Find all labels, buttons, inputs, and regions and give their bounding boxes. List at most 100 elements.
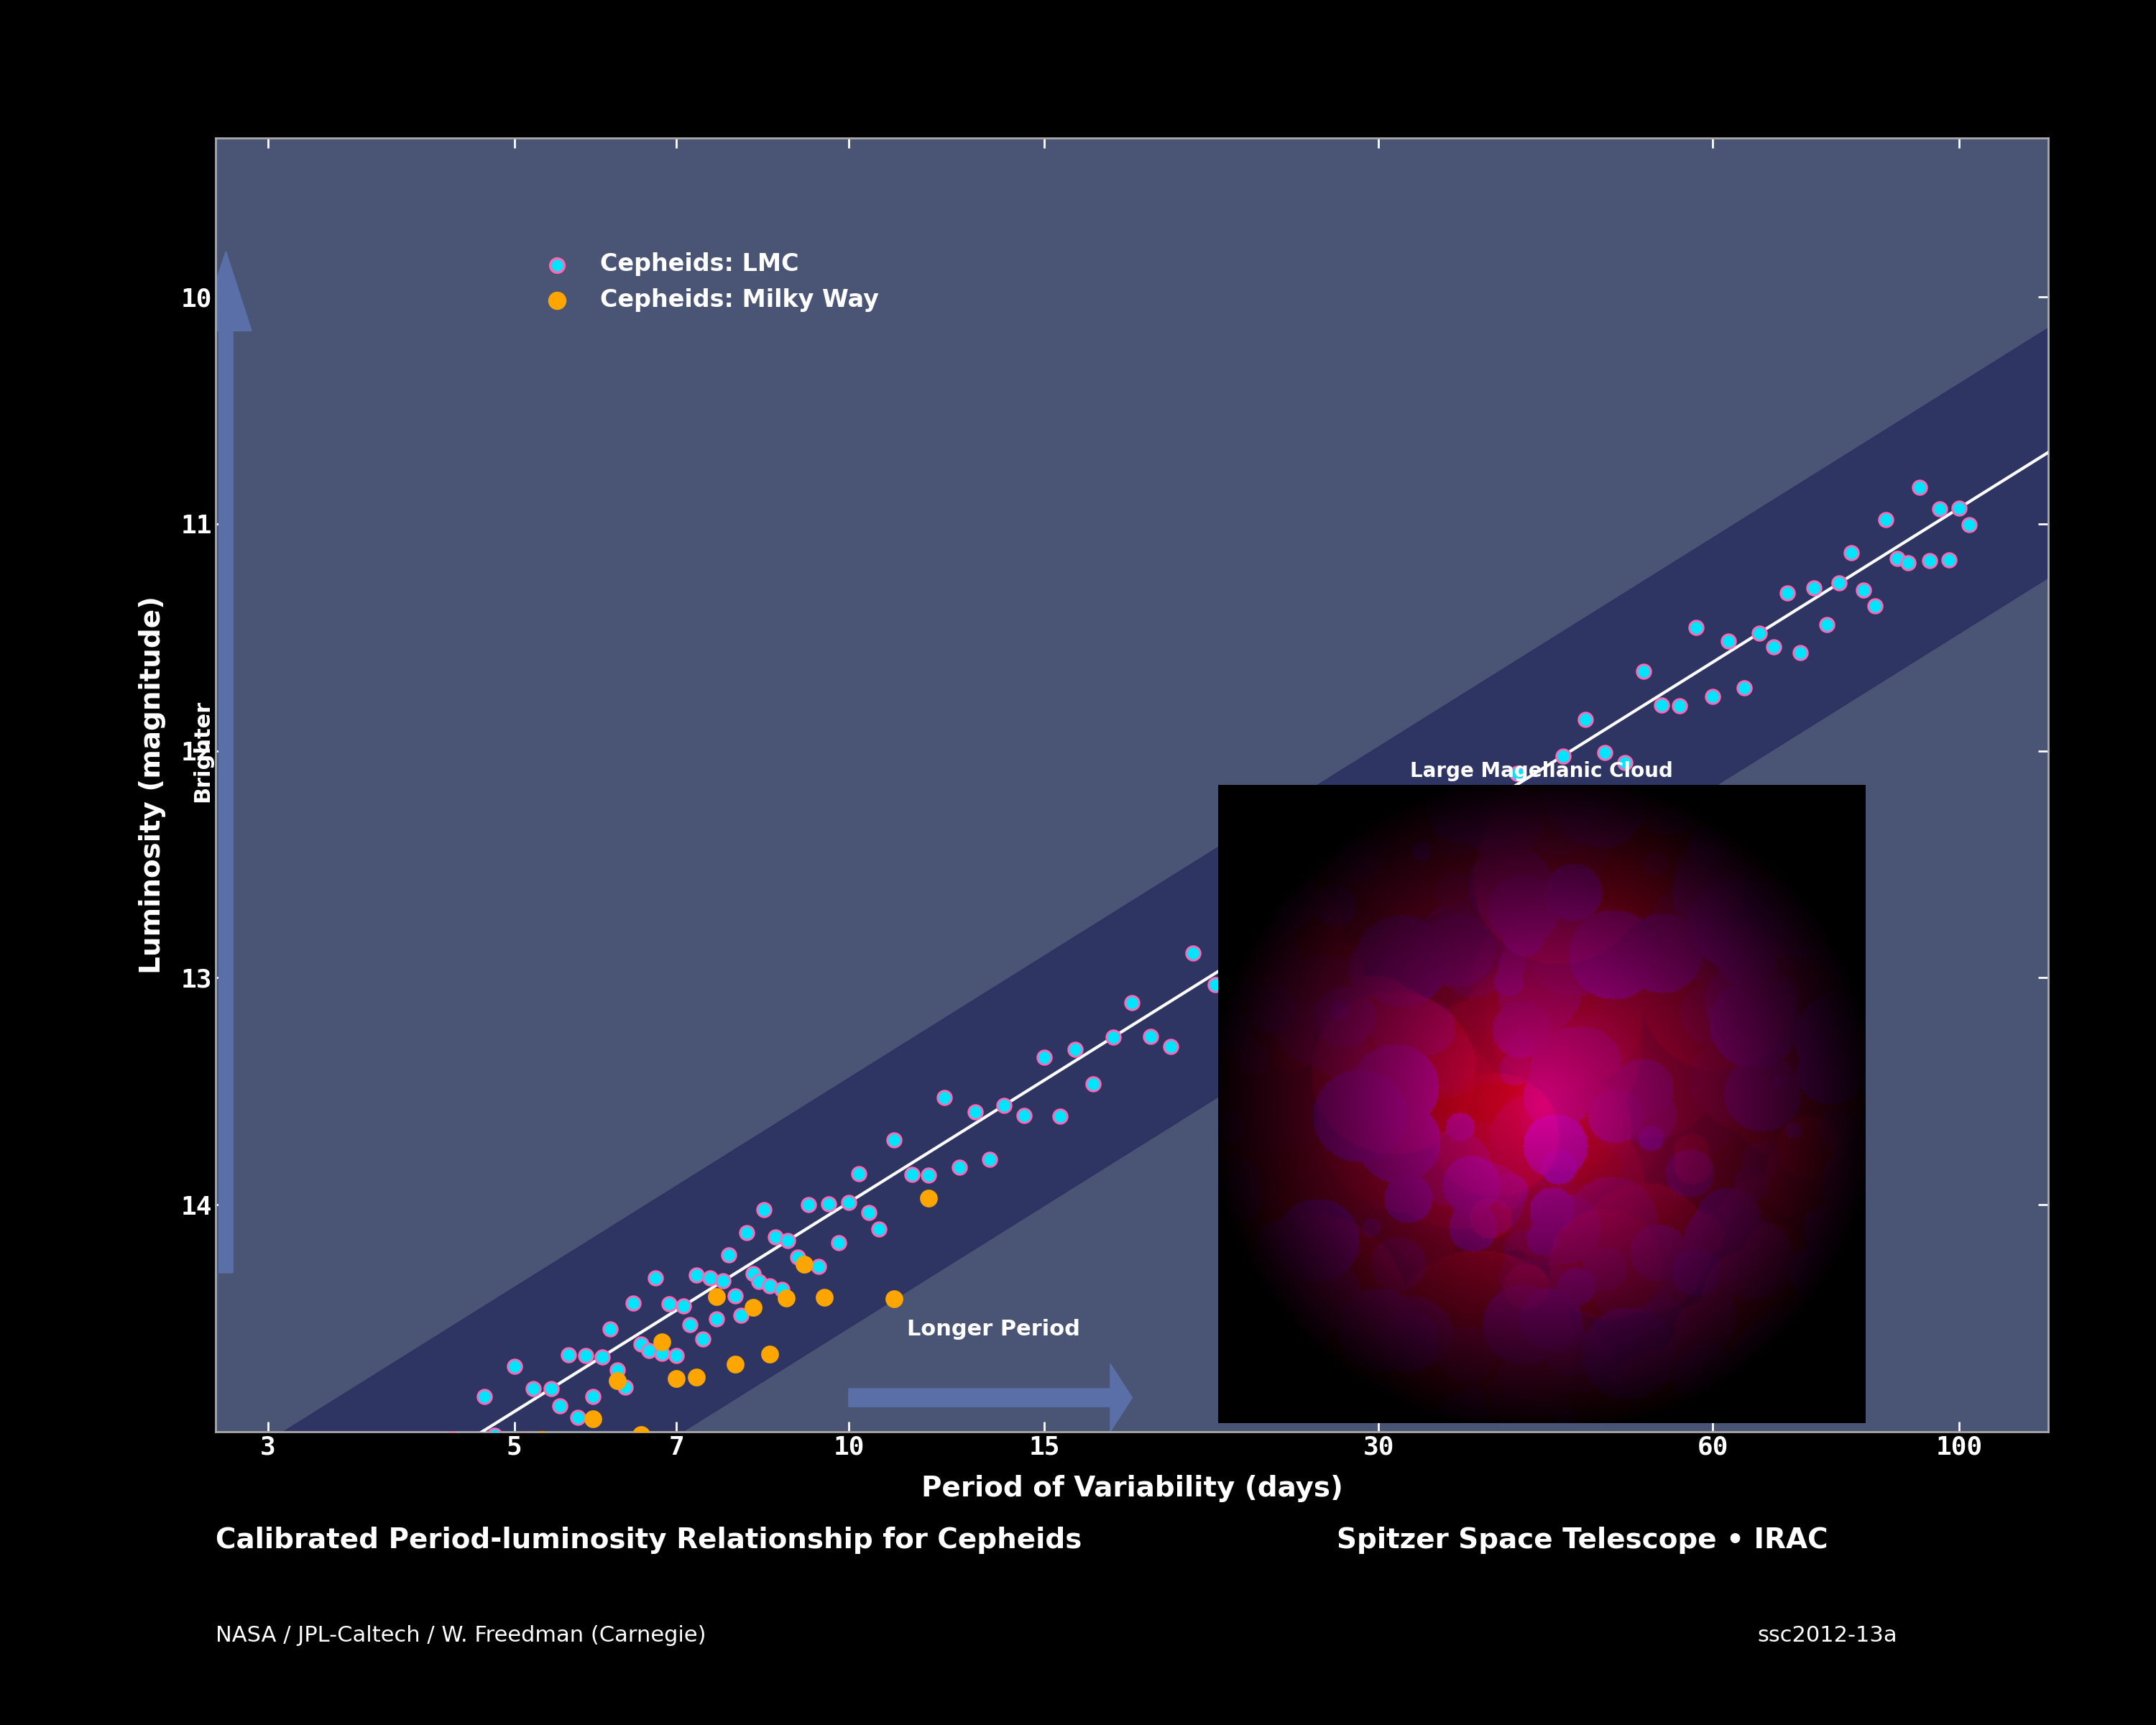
Cepheids: LMC: (54, 11.8): LMC: (54, 11.8) bbox=[1645, 692, 1680, 719]
Cepheids: LMC: (5.5, 14.9): LMC: (5.5, 14.9) bbox=[543, 1392, 578, 1420]
Cepheids: LMC: (6, 14.7): LMC: (6, 14.7) bbox=[584, 1342, 619, 1370]
Cepheids: LMC: (5.3, 15): LMC: (5.3, 15) bbox=[524, 1427, 558, 1454]
Cepheids: Milky Way: (7.91, 14.7): Milky Way: (7.91, 14.7) bbox=[718, 1351, 752, 1378]
Cepheids: LMC: (38, 12.4): LMC: (38, 12.4) bbox=[1475, 831, 1509, 859]
Cepheids: LMC: (11.4, 13.9): LMC: (11.4, 13.9) bbox=[895, 1161, 929, 1189]
Cepheids: LMC: (3.6, 15.6): LMC: (3.6, 15.6) bbox=[338, 1554, 373, 1582]
Cepheids: LMC: (22.5, 13): LMC: (22.5, 13) bbox=[1222, 968, 1257, 995]
Cepheids: LMC: (7.1, 14.4): LMC: (7.1, 14.4) bbox=[666, 1292, 701, 1320]
Cepheids: Milky Way: (3.4, 15.6): Milky Way: (3.4, 15.6) bbox=[310, 1559, 345, 1587]
Cepheids: LMC: (8, 14.5): LMC: (8, 14.5) bbox=[724, 1301, 759, 1328]
Cepheids: LMC: (8.49, 14.4): LMC: (8.49, 14.4) bbox=[752, 1271, 787, 1299]
Cepheids: LMC: (9.79, 14.2): LMC: (9.79, 14.2) bbox=[821, 1228, 856, 1256]
Cepheids: LMC: (6.3, 14.8): LMC: (6.3, 14.8) bbox=[608, 1373, 642, 1401]
Cepheids: Milky Way: (8.49, 14.7): Milky Way: (8.49, 14.7) bbox=[752, 1340, 787, 1368]
Cepheids: LMC: (57.9, 11.5): LMC: (57.9, 11.5) bbox=[1680, 614, 1714, 642]
Cepheids: LMC: (3.2, 15.5): LMC: (3.2, 15.5) bbox=[282, 1521, 317, 1549]
Cepheids: LMC: (10.4, 14): LMC: (10.4, 14) bbox=[852, 1199, 886, 1226]
Cepheids: LMC: (4.3, 15.3): LMC: (4.3, 15.3) bbox=[425, 1478, 459, 1506]
Cepheids: LMC: (18, 13.1): LMC: (18, 13.1) bbox=[1115, 988, 1149, 1016]
Cepheids: Milky Way: (6.5, 15): Milky Way: (6.5, 15) bbox=[623, 1421, 658, 1449]
Cepheids: LMC: (16.6, 13.5): LMC: (16.6, 13.5) bbox=[1076, 1070, 1110, 1097]
Cepheids: LMC: (9.4, 14.3): LMC: (9.4, 14.3) bbox=[802, 1252, 837, 1280]
Cepheids: LMC: (6.89, 14.4): LMC: (6.89, 14.4) bbox=[651, 1290, 686, 1318]
Cepheids: Milky Way: (6.19, 14.8): Milky Way: (6.19, 14.8) bbox=[599, 1368, 634, 1396]
Cepheids: LMC: (15, 13.4): LMC: (15, 13.4) bbox=[1026, 1044, 1061, 1071]
Cepheids: Milky Way: (4.4, 15.4): Milky Way: (4.4, 15.4) bbox=[436, 1504, 470, 1532]
Cepheids: LMC: (36, 12.2): LMC: (36, 12.2) bbox=[1449, 780, 1483, 807]
Cepheids: LMC: (60, 11.8): LMC: (60, 11.8) bbox=[1695, 683, 1729, 711]
Text: NASA / JPL-Caltech / W. Freedman (Carnegie): NASA / JPL-Caltech / W. Freedman (Carneg… bbox=[216, 1625, 707, 1646]
Cepheids: LMC: (46, 11.9): LMC: (46, 11.9) bbox=[1567, 706, 1602, 733]
X-axis label: Period of Variability (days): Period of Variability (days) bbox=[921, 1475, 1343, 1502]
Cepheids: LMC: (3.9, 15.4): LMC: (3.9, 15.4) bbox=[377, 1518, 412, 1546]
Cepheids: Milky Way: (7.6, 14.4): Milky Way: (7.6, 14.4) bbox=[699, 1283, 733, 1311]
Cepheids: LMC: (10.6, 14.1): LMC: (10.6, 14.1) bbox=[862, 1216, 897, 1244]
Cepheids: LMC: (71.9, 11.6): LMC: (71.9, 11.6) bbox=[1783, 638, 1818, 666]
Cepheids: LMC: (5.79, 14.7): LMC: (5.79, 14.7) bbox=[569, 1342, 604, 1370]
Cepheids: LMC: (5.6, 14.7): LMC: (5.6, 14.7) bbox=[552, 1340, 586, 1368]
Cepheids: LMC: (3.1, 15.7): LMC: (3.1, 15.7) bbox=[265, 1577, 300, 1604]
Cepheids: LMC: (85.9, 11): LMC: (85.9, 11) bbox=[1869, 505, 1904, 533]
Cepheids: LMC: (7.91, 14.4): LMC: (7.91, 14.4) bbox=[718, 1282, 752, 1309]
Cepheids: LMC: (82, 11.3): LMC: (82, 11.3) bbox=[1846, 576, 1880, 604]
Cepheids: LMC: (2.9, 15.7): LMC: (2.9, 15.7) bbox=[233, 1573, 267, 1601]
Y-axis label: Luminosity (magnitude): Luminosity (magnitude) bbox=[138, 595, 166, 975]
Cepheids: LMC: (95.9, 10.9): LMC: (95.9, 10.9) bbox=[1923, 495, 1958, 523]
Cepheids: LMC: (5.7, 14.9): LMC: (5.7, 14.9) bbox=[561, 1404, 595, 1432]
Cepheids: LMC: (70, 11.3): LMC: (70, 11.3) bbox=[1770, 580, 1805, 607]
Cepheids: LMC: (80, 11.1): LMC: (80, 11.1) bbox=[1835, 538, 1869, 566]
Cepheids: LMC: (17.3, 13.3): LMC: (17.3, 13.3) bbox=[1095, 1023, 1130, 1051]
Cepheids: Milky Way: (5.89, 14.9): Milky Way: (5.89, 14.9) bbox=[576, 1406, 610, 1433]
Cepheids: LMC: (28, 12.6): LMC: (28, 12.6) bbox=[1328, 868, 1363, 895]
Cepheids: LMC: (9.59, 14): LMC: (9.59, 14) bbox=[811, 1190, 845, 1218]
Cepheids: LMC: (44, 12): LMC: (44, 12) bbox=[1546, 742, 1580, 769]
Cepheids: LMC: (40, 12.1): LMC: (40, 12.1) bbox=[1501, 759, 1535, 787]
Cepheids: LMC: (64, 11.7): LMC: (64, 11.7) bbox=[1727, 674, 1761, 702]
Title: Large Magellanic Cloud: Large Magellanic Cloud bbox=[1410, 761, 1673, 781]
Cepheids: LMC: (52, 11.6): LMC: (52, 11.6) bbox=[1626, 657, 1660, 685]
Text: Longer Period: Longer Period bbox=[908, 1320, 1080, 1340]
Cepheids: LMC: (78, 11.3): LMC: (78, 11.3) bbox=[1822, 569, 1856, 597]
Cepheids: LMC: (18.7, 13.3): LMC: (18.7, 13.3) bbox=[1134, 1023, 1169, 1051]
Cepheids: LMC: (7.8, 14.2): LMC: (7.8, 14.2) bbox=[711, 1240, 746, 1268]
Cepheids: LMC: (6.1, 14.5): LMC: (6.1, 14.5) bbox=[593, 1316, 627, 1344]
Cepheids: LMC: (30, 12.7): LMC: (30, 12.7) bbox=[1360, 902, 1395, 930]
Cepheids: Milky Way: (5.6, 15.2): Milky Way: (5.6, 15.2) bbox=[552, 1454, 586, 1482]
Cepheids: LMC: (97.9, 11.2): LMC: (97.9, 11.2) bbox=[1932, 545, 1966, 573]
Cepheids: LMC: (3.7, 15.2): LMC: (3.7, 15.2) bbox=[351, 1466, 386, 1494]
Cepheids: Milky Way: (7.29, 14.8): Milky Way: (7.29, 14.8) bbox=[679, 1363, 714, 1390]
Cepheids: LMC: (8.2, 14.3): LMC: (8.2, 14.3) bbox=[735, 1259, 770, 1287]
Cepheids: LMC: (6.7, 14.3): LMC: (6.7, 14.3) bbox=[638, 1264, 673, 1292]
Cepheids: LMC: (6.19, 14.7): LMC: (6.19, 14.7) bbox=[599, 1356, 634, 1383]
Cepheids: LMC: (5.89, 14.8): LMC: (5.89, 14.8) bbox=[576, 1382, 610, 1409]
Cepheids: LMC: (102, 11): LMC: (102, 11) bbox=[1951, 511, 1986, 538]
Cepheids: LMC: (74, 11.3): LMC: (74, 11.3) bbox=[1796, 574, 1830, 602]
Cepheids: LMC: (7.4, 14.6): LMC: (7.4, 14.6) bbox=[686, 1325, 720, 1352]
Cepheids: LMC: (12.6, 13.8): LMC: (12.6, 13.8) bbox=[942, 1154, 977, 1182]
Cepheids: LMC: (4, 15.2): LMC: (4, 15.2) bbox=[390, 1465, 425, 1492]
Cepheids: Milky Way: (4.7, 15): Milky Way: (4.7, 15) bbox=[468, 1428, 502, 1456]
Cepheids: Milky Way: (3.2, 15.9): Milky Way: (3.2, 15.9) bbox=[282, 1611, 317, 1639]
Cepheids: LMC: (16, 13.3): LMC: (16, 13.3) bbox=[1059, 1035, 1093, 1063]
Cepheids: LMC: (14.4, 13.6): LMC: (14.4, 13.6) bbox=[1007, 1102, 1041, 1130]
Cepheids: LMC: (8.99, 14.2): LMC: (8.99, 14.2) bbox=[780, 1244, 815, 1271]
FancyArrow shape bbox=[198, 252, 252, 1273]
Cepheids: LMC: (13.8, 13.6): LMC: (13.8, 13.6) bbox=[987, 1092, 1022, 1120]
Cepheids: LMC: (8.81, 14.2): LMC: (8.81, 14.2) bbox=[770, 1226, 804, 1254]
Cepheids: LMC: (42, 12.2): LMC: (42, 12.2) bbox=[1524, 790, 1559, 818]
Cepheids: LMC: (11, 13.7): LMC: (11, 13.7) bbox=[877, 1126, 912, 1154]
Cepheids: LMC: (3.2, 15.7): LMC: (3.2, 15.7) bbox=[282, 1578, 317, 1606]
Cepheids: LMC: (87.9, 11.2): LMC: (87.9, 11.2) bbox=[1880, 545, 1915, 573]
Cepheids: LMC: (7.29, 14.3): LMC: (7.29, 14.3) bbox=[679, 1261, 714, 1289]
Cepheids: LMC: (61.9, 11.5): LMC: (61.9, 11.5) bbox=[1712, 628, 1746, 656]
Cepheids: LMC: (3.6, 15.4): LMC: (3.6, 15.4) bbox=[338, 1508, 373, 1535]
Cepheids: LMC: (9.2, 14): LMC: (9.2, 14) bbox=[791, 1190, 826, 1218]
Cepheids: Milky Way: (3.8, 15.4): Milky Way: (3.8, 15.4) bbox=[364, 1515, 399, 1542]
Cepheids: LMC: (3.8, 15.4): LMC: (3.8, 15.4) bbox=[364, 1515, 399, 1542]
Cepheids: LMC: (100, 10.9): LMC: (100, 10.9) bbox=[1943, 493, 1977, 521]
Cepheids: LMC: (11.8, 13.9): LMC: (11.8, 13.9) bbox=[912, 1161, 946, 1189]
Cepheids: Milky Way: (8.2, 14.5): Milky Way: (8.2, 14.5) bbox=[735, 1294, 770, 1321]
Cepheids: LMC: (8.3, 14.3): LMC: (8.3, 14.3) bbox=[742, 1268, 776, 1295]
Cepheids: LMC: (26, 12.9): LMC: (26, 12.9) bbox=[1291, 935, 1326, 963]
